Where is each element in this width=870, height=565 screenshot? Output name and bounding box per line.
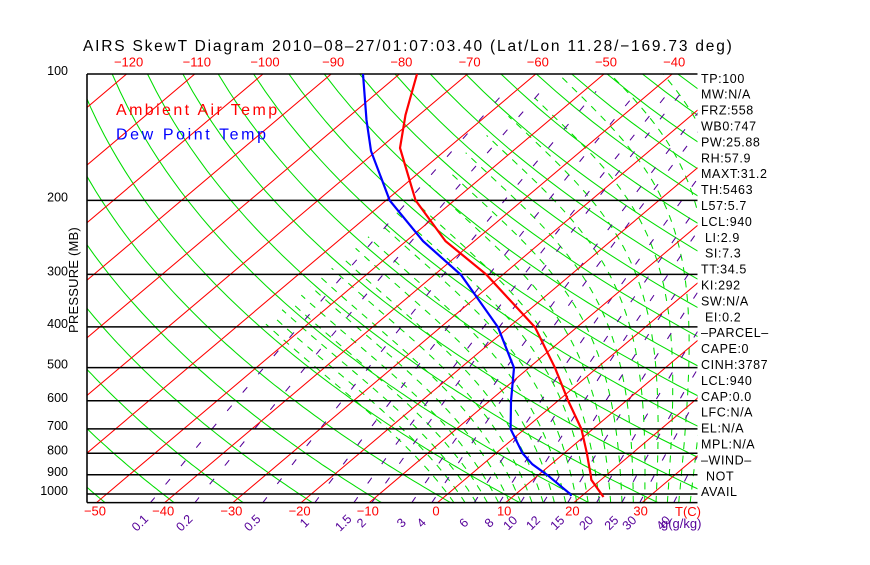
svg-text:−110: −110 [183, 55, 211, 70]
svg-text:PRESSURE (MB): PRESSURE (MB) [66, 227, 81, 333]
svg-text:500: 500 [47, 358, 68, 372]
svg-text:NOT: NOT [706, 469, 734, 483]
svg-text:WB0:747: WB0:747 [701, 120, 757, 134]
svg-text:AVAIL: AVAIL [701, 485, 738, 499]
svg-text:700: 700 [47, 419, 68, 433]
svg-text:300: 300 [47, 264, 68, 278]
svg-text:600: 600 [47, 391, 68, 405]
svg-text:20: 20 [565, 504, 579, 519]
svg-text:−20: −20 [289, 504, 311, 519]
svg-text:TP:100: TP:100 [701, 72, 745, 86]
svg-text:Ambient Air Temp: Ambient Air Temp [116, 102, 280, 119]
svg-text:CINH:3787: CINH:3787 [701, 358, 768, 372]
svg-text:−50: −50 [595, 55, 617, 70]
svg-text:MPL:N/A: MPL:N/A [701, 438, 755, 452]
svg-text:−90: −90 [322, 55, 344, 70]
svg-text:KI:292: KI:292 [701, 279, 741, 293]
svg-text:LCL:940: LCL:940 [701, 215, 752, 229]
svg-text:0: 0 [432, 504, 439, 519]
svg-text:1000: 1000 [40, 484, 68, 498]
svg-text:LCL:940: LCL:940 [701, 374, 752, 388]
svg-text:30: 30 [633, 504, 647, 519]
svg-text:−40: −40 [152, 504, 174, 519]
svg-text:−10: −10 [357, 504, 379, 519]
svg-text:TH:5463: TH:5463 [701, 183, 753, 197]
svg-text:EI:0.2: EI:0.2 [705, 310, 741, 324]
svg-text:−70: −70 [459, 55, 481, 70]
svg-text:AIRS SkewT Diagram 2010–08–27/: AIRS SkewT Diagram 2010–08–27/01:07:03.4… [83, 38, 734, 55]
svg-text:400: 400 [47, 317, 68, 331]
svg-text:–WIND–: –WIND– [701, 453, 752, 467]
svg-text:−100: −100 [250, 55, 279, 70]
svg-text:100: 100 [47, 64, 68, 78]
svg-text:T(C): T(C) [675, 504, 701, 519]
svg-text:−80: −80 [390, 55, 412, 70]
svg-text:TT:34.5: TT:34.5 [701, 263, 747, 277]
svg-text:MW:N/A: MW:N/A [701, 88, 751, 102]
svg-text:LFC:N/A: LFC:N/A [701, 406, 753, 420]
svg-text:−120: −120 [114, 55, 143, 70]
svg-text:FRZ:558: FRZ:558 [701, 104, 754, 118]
svg-text:L57:5.7: L57:5.7 [701, 199, 747, 213]
svg-text:800: 800 [47, 443, 68, 457]
svg-text:MAXT:31.2: MAXT:31.2 [701, 167, 768, 181]
svg-text:200: 200 [47, 190, 68, 204]
svg-text:900: 900 [47, 465, 68, 479]
svg-text:−40: −40 [663, 55, 685, 70]
svg-text:–PARCEL–: –PARCEL– [701, 326, 769, 340]
svg-text:RH:57.9: RH:57.9 [701, 151, 751, 165]
svg-text:CAP:0.0: CAP:0.0 [701, 390, 752, 404]
svg-text:−60: −60 [527, 55, 549, 70]
svg-text:−30: −30 [220, 504, 242, 519]
svg-text:EL:N/A: EL:N/A [701, 422, 744, 436]
svg-text:PW:25.88: PW:25.88 [701, 135, 760, 149]
svg-text:CAPE:0: CAPE:0 [701, 342, 749, 356]
svg-text:g(g/kg): g(g/kg) [661, 516, 701, 531]
svg-text:Dew Point Temp: Dew Point Temp [116, 127, 269, 144]
svg-text:LI:2.9: LI:2.9 [705, 231, 740, 245]
svg-text:10: 10 [497, 504, 511, 519]
svg-text:SW:N/A: SW:N/A [701, 294, 749, 308]
svg-text:−50: −50 [84, 504, 106, 519]
svg-text:SI:7.3: SI:7.3 [705, 247, 741, 261]
